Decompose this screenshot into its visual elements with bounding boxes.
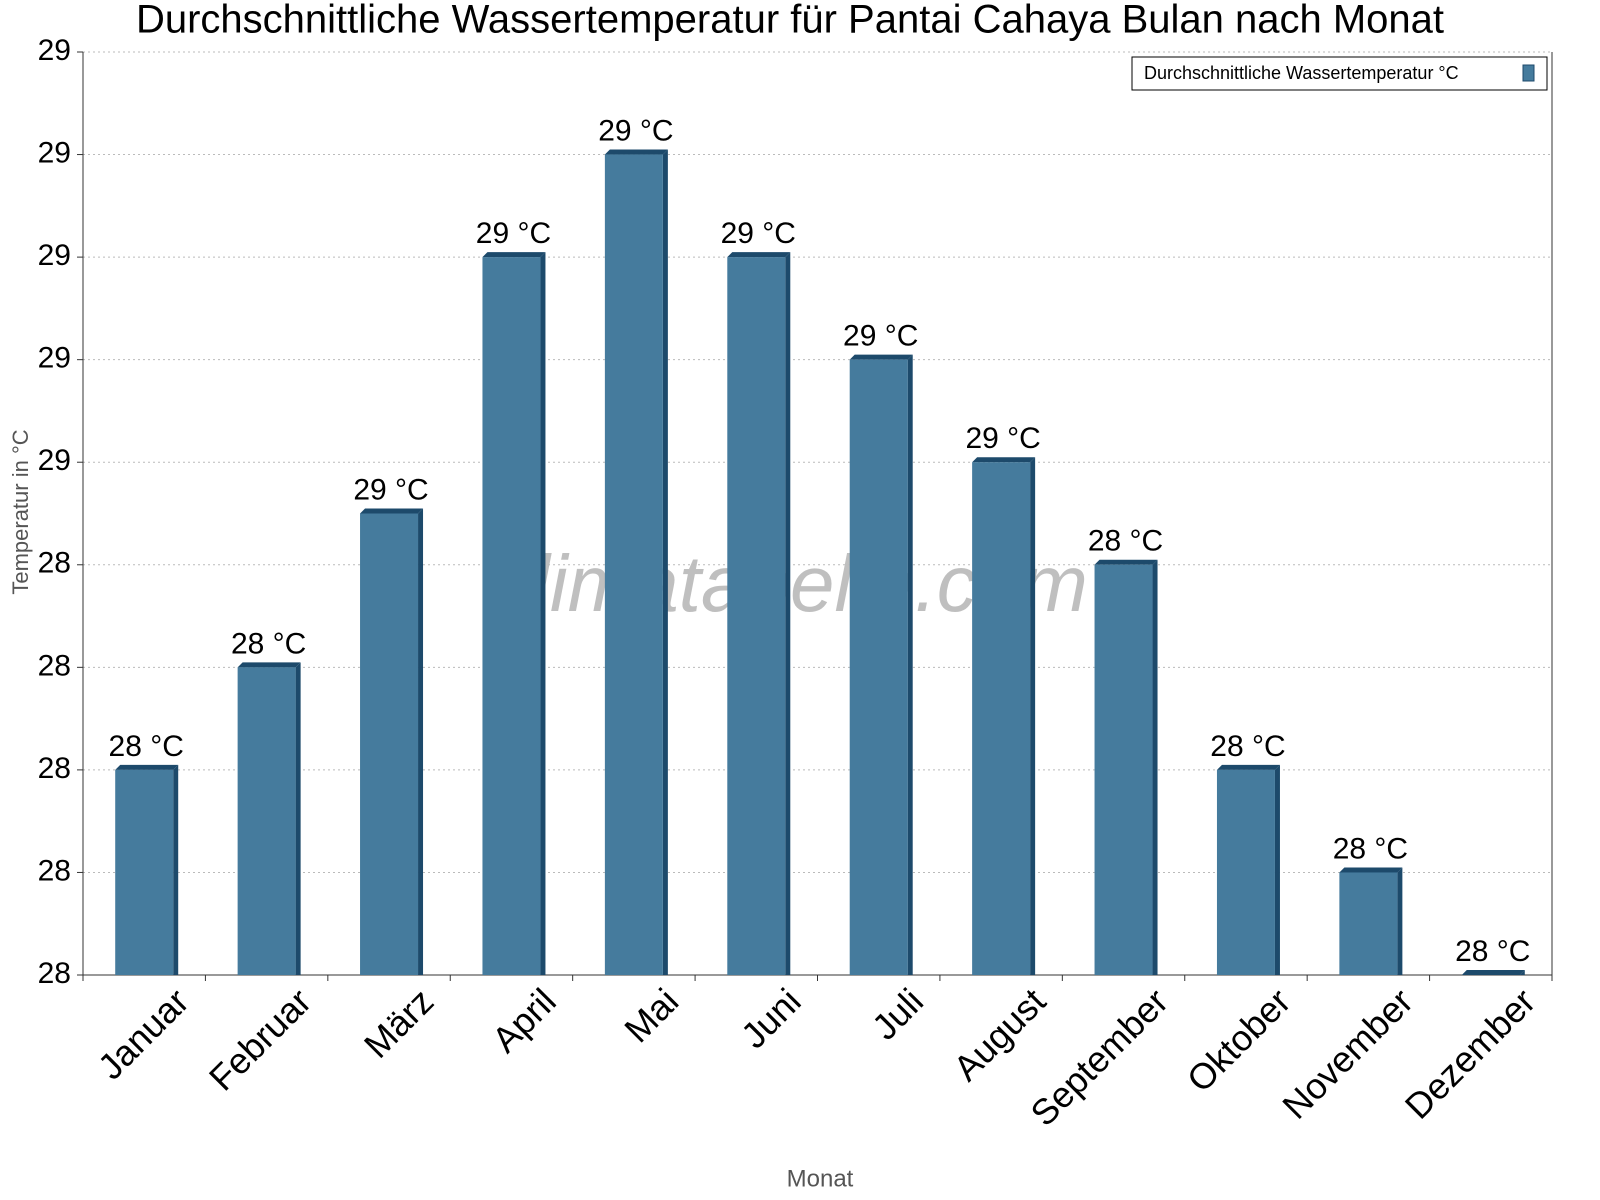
y-tick-label: 28	[38, 752, 71, 785]
x-tick-label: Oktober	[1179, 980, 1299, 1100]
bar-top	[727, 252, 791, 258]
bar-top	[1094, 559, 1158, 565]
x-tick-label: November	[1274, 980, 1420, 1126]
bar-side	[1397, 867, 1403, 975]
data-label: 29 °C	[598, 114, 673, 147]
legend: Durchschnittliche Wassertemperatur °C	[1131, 56, 1548, 91]
y-tick-label: 29	[38, 136, 71, 169]
bar-top	[604, 149, 668, 155]
bar-side	[173, 764, 179, 975]
x-tick-label: Januar	[90, 980, 197, 1087]
bar-top	[482, 252, 546, 258]
data-label: 28 °C	[231, 627, 306, 660]
bar	[360, 513, 419, 975]
legend-box	[1131, 56, 1548, 91]
bar	[849, 359, 908, 976]
x-tick-label: März	[356, 980, 442, 1066]
bar	[1216, 769, 1275, 975]
bar	[604, 154, 663, 976]
bar	[727, 257, 786, 976]
data-label: 28 °C	[1210, 730, 1285, 763]
data-label: 29 °C	[353, 473, 428, 506]
x-tick-label: Dezember	[1397, 980, 1543, 1126]
y-tick-label: 28	[38, 957, 71, 990]
data-label: 29 °C	[476, 217, 551, 250]
bar	[482, 257, 541, 976]
y-tick-label: 29	[38, 34, 71, 67]
data-label: 28 °C	[1455, 935, 1530, 968]
x-tick-label: Juli	[864, 980, 931, 1047]
data-label: 28 °C	[109, 730, 184, 763]
bar-top	[115, 764, 179, 770]
bar	[1339, 872, 1398, 975]
data-label: 28 °C	[1088, 525, 1163, 558]
y-axis-title: Temperatur in °C	[8, 429, 33, 594]
bar	[1094, 564, 1153, 975]
x-tick-label: April	[484, 980, 564, 1060]
bar-top	[1339, 867, 1403, 873]
bar-top	[972, 457, 1036, 463]
bar	[115, 769, 174, 975]
bar-side	[1152, 559, 1158, 975]
y-tick-label: 28	[38, 649, 71, 682]
bar-top	[1216, 764, 1280, 770]
bar-top	[237, 662, 301, 668]
bar-top	[360, 508, 424, 514]
y-tick-label: 29	[38, 444, 71, 477]
y-tick-label: 29	[38, 342, 71, 375]
bar	[972, 462, 1031, 975]
x-tick-label: August	[945, 980, 1053, 1088]
legend-label: Durchschnittliche Wassertemperatur °C	[1144, 63, 1459, 83]
bar-side	[418, 508, 424, 975]
y-tick-label: 29	[38, 239, 71, 272]
bar-side	[1030, 457, 1036, 975]
y-tick-label: 28	[38, 547, 71, 580]
data-label: 29 °C	[843, 320, 918, 353]
bar	[237, 667, 296, 975]
y-tick-label: 28	[38, 854, 71, 887]
bar-side	[295, 662, 301, 975]
data-label: 28 °C	[1333, 832, 1408, 865]
bar-side	[540, 252, 546, 976]
x-tick-label: Mai	[616, 980, 686, 1050]
bar-side	[1274, 764, 1280, 975]
data-label: 29 °C	[965, 422, 1040, 455]
x-tick-label: Februar	[201, 980, 319, 1098]
x-axis-title: Monat	[787, 1165, 854, 1192]
legend-swatch	[1522, 64, 1535, 82]
bar-side	[907, 354, 913, 976]
bar-side	[785, 252, 791, 976]
chart-title: Durchschnittliche Wassertemperatur für P…	[136, 0, 1444, 42]
bar-side	[662, 149, 668, 976]
bar-top	[1461, 970, 1525, 975]
bar-top	[849, 354, 913, 360]
x-tick-label: Juni	[733, 980, 809, 1056]
data-label: 29 °C	[721, 217, 796, 250]
